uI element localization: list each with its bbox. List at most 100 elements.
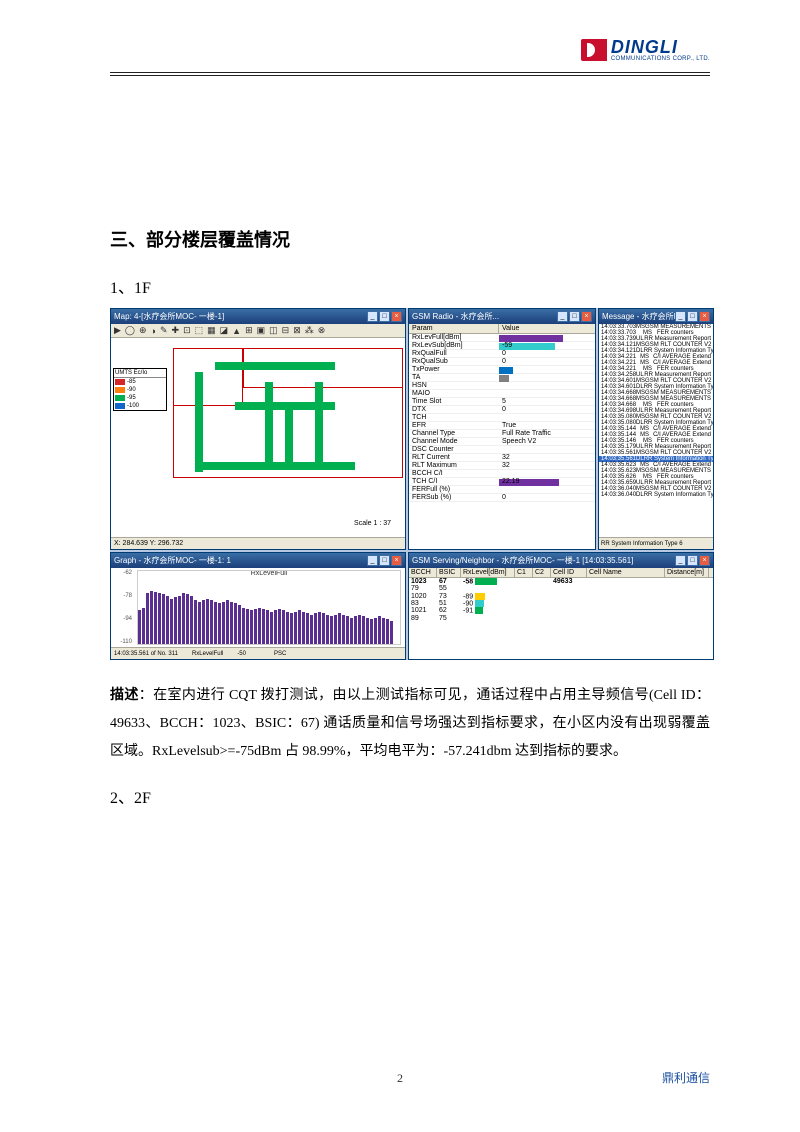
header-rule-1 xyxy=(110,72,710,73)
close-btn[interactable]: × xyxy=(699,555,710,566)
toolbar-icon[interactable]: ▣ xyxy=(257,325,266,336)
msg-row[interactable]: 14:03:36.040DLRR System Information Type… xyxy=(599,492,713,498)
max-btn[interactable]: □ xyxy=(379,311,390,322)
logo-main: DINGLI xyxy=(611,38,710,56)
radio-row: Channel TypeFull Rate Traffic xyxy=(409,430,595,438)
min-btn[interactable]: _ xyxy=(367,311,378,322)
radio-row: DSC Counter xyxy=(409,446,595,454)
radio-title: GSM Radio - 水疗会所... xyxy=(412,311,499,322)
sn-row[interactable]: 7955 xyxy=(409,585,713,592)
graph-status: 14:03:35.561 of No. 311RxLevelFull-50PSC xyxy=(111,647,405,659)
radio-row: RLT Maximum32 xyxy=(409,462,595,470)
max-btn[interactable]: □ xyxy=(687,555,698,566)
sn-header: BCCHBSICRxLevel[dBm]C1C2Cell IDCell Name… xyxy=(409,568,713,578)
sn-row[interactable]: 8975 xyxy=(409,615,713,622)
sn-titlebar[interactable]: GSM Serving/Neighbor - 水疗会所MOC- 一楼-1 [14… xyxy=(409,553,713,568)
map-body[interactable]: Scale 1 : 37 UMTS Ec/Io -85-90-95-100 X:… xyxy=(111,338,405,549)
msg-titlebar[interactable]: Message - 水疗会所MO... _ □ × xyxy=(599,309,713,324)
msg-body[interactable]: 14:03:33.703MSGSM MEASUREMENTS V214:03:3… xyxy=(599,324,713,537)
close-btn[interactable]: × xyxy=(581,311,592,322)
map-legend: UMTS Ec/Io -85-90-95-100 xyxy=(113,368,167,411)
graph-title: Graph - 水疗会所MOC- 一楼-1: 1 xyxy=(114,555,231,566)
subsection-1: 1、1F xyxy=(110,274,710,298)
map-scale: Scale 1 : 37 xyxy=(354,520,391,527)
toolbar-icon[interactable]: ⊗ xyxy=(318,325,326,336)
min-btn[interactable]: _ xyxy=(675,311,686,322)
toolbar-icon[interactable]: ◑ xyxy=(151,326,156,336)
close-btn[interactable]: × xyxy=(391,555,402,566)
radio-row: FERFull (%) xyxy=(409,486,595,494)
subsection-2: 2、2F xyxy=(110,784,710,808)
corp-footer: 鼎利通信 xyxy=(662,1069,710,1086)
logo-sub: COMMUNICATIONS CORP., LTD. xyxy=(611,56,710,62)
toolbar-icon[interactable]: ✎ xyxy=(160,325,168,336)
max-btn[interactable]: □ xyxy=(379,555,390,566)
section-title: 三、部分楼层覆盖情况 xyxy=(110,226,710,252)
toolbar-icon[interactable]: ⊕ xyxy=(139,325,147,336)
toolbar-icon[interactable]: ◫ xyxy=(269,325,278,336)
toolbar-icon[interactable]: ⁂ xyxy=(305,325,314,336)
map-window: Map: 4-[水疗会所MOC- 一楼-1] _ □ × ▶ ◯ ⊕ ◑ ✎ ✚⊡ ⬚▦ ◪▲… xyxy=(110,308,406,550)
sn-row[interactable]: 102162-91 xyxy=(409,607,713,614)
sn-row[interactable]: 102073-89 xyxy=(409,593,713,600)
sn-row[interactable]: 102367-5849633 xyxy=(409,578,713,585)
toolbar-icon[interactable]: ▶ xyxy=(114,325,121,336)
radio-row: RxQualFull0 xyxy=(409,350,595,358)
map-titlebar[interactable]: Map: 4-[水疗会所MOC- 一楼-1] _ □ × xyxy=(111,309,405,324)
logo: DINGLI COMMUNICATIONS CORP., LTD. xyxy=(581,38,710,62)
toolbar-icon[interactable]: ⊞ xyxy=(245,325,253,336)
map-status: X: 284.639 Y: 296.732 xyxy=(111,537,405,549)
serving-neighbor-window: GSM Serving/Neighbor - 水疗会所MOC- 一楼-1 [14… xyxy=(408,552,714,660)
min-btn[interactable]: _ xyxy=(675,555,686,566)
toolbar-icon[interactable]: ⊠ xyxy=(293,325,301,336)
close-btn[interactable]: × xyxy=(391,311,402,322)
toolbar-icon[interactable]: ✚ xyxy=(172,325,180,336)
page-number: 2 xyxy=(397,1071,403,1086)
radio-row: TCH C/I22.19 xyxy=(409,478,595,486)
radio-row: RxLevFull[dBm] xyxy=(409,334,595,342)
message-window: Message - 水疗会所MO... _ □ × 14:03:33.703MS… xyxy=(598,308,714,550)
legend-item: -85 xyxy=(114,378,166,386)
radio-row: HSN xyxy=(409,382,595,390)
sn-body: BCCHBSICRxLevel[dBm]C1C2Cell IDCell Name… xyxy=(409,568,713,659)
toolbar-icon[interactable]: ▦ xyxy=(207,325,216,336)
toolbar-icon[interactable]: ⬚ xyxy=(195,325,204,336)
graph-body: -62-78-94-110 RxLevelFull xyxy=(111,568,405,647)
radio-header: Param Value xyxy=(409,324,595,334)
sn-row[interactable]: 8351-90 xyxy=(409,600,713,607)
description: 描述：在室内进行 CQT 拨打测试，由以上测试指标可见，通话过程中占用主导频信号… xyxy=(110,682,710,766)
radio-row: EFRTrue xyxy=(409,422,595,430)
close-btn[interactable]: × xyxy=(699,311,710,322)
toolbar-icon[interactable]: ⊡ xyxy=(183,325,191,336)
min-btn[interactable]: _ xyxy=(367,555,378,566)
legend-title: UMTS Ec/Io xyxy=(114,369,166,378)
radio-row: BCCH C/I xyxy=(409,470,595,478)
sn-title: GSM Serving/Neighbor - 水疗会所MOC- 一楼-1 [14… xyxy=(412,555,633,566)
min-btn[interactable]: _ xyxy=(557,311,568,322)
max-btn[interactable]: □ xyxy=(569,311,580,322)
radio-body: Param Value RxLevFull[dBm]RxLevSub[dBm]-… xyxy=(409,324,595,549)
header-rule-2 xyxy=(110,75,710,76)
radio-window: GSM Radio - 水疗会所... _ □ × Param Value Rx… xyxy=(408,308,596,550)
radio-row: TxPower xyxy=(409,366,595,374)
graph-plot: RxLevelFull xyxy=(137,570,401,645)
radio-titlebar[interactable]: GSM Radio - 水疗会所... _ □ × xyxy=(409,309,595,324)
max-btn[interactable]: □ xyxy=(687,311,698,322)
graph-yaxis: -62-78-94-110 xyxy=(111,568,133,647)
screenshot-1f: Map: 4-[水疗会所MOC- 一楼-1] _ □ × ▶ ◯ ⊕ ◑ ✎ ✚⊡ ⬚▦ ◪▲… xyxy=(110,308,714,660)
radio-row: Time Slot5 xyxy=(409,398,595,406)
toolbar-icon[interactable]: ▲ xyxy=(232,326,241,336)
radio-row: FERSub (%)0 xyxy=(409,494,595,502)
graph-titlebar[interactable]: Graph - 水疗会所MOC- 一楼-1: 1 _ □ × xyxy=(111,553,405,568)
logo-mark xyxy=(581,39,607,61)
map-title: Map: 4-[水疗会所MOC- 一楼-1] xyxy=(114,311,224,322)
toolbar-icon[interactable]: ◪ xyxy=(220,325,229,336)
radio-row: DTX0 xyxy=(409,406,595,414)
msg-status: RR System Information Type 6 xyxy=(599,537,713,549)
toolbar-icon[interactable]: ◯ xyxy=(125,325,135,336)
toolbar-icon[interactable]: ⊟ xyxy=(282,325,290,336)
radio-row: MAIO xyxy=(409,390,595,398)
radio-row: RxQualSub0 xyxy=(409,358,595,366)
legend-item: -90 xyxy=(114,386,166,394)
legend-item: -100 xyxy=(114,402,166,410)
